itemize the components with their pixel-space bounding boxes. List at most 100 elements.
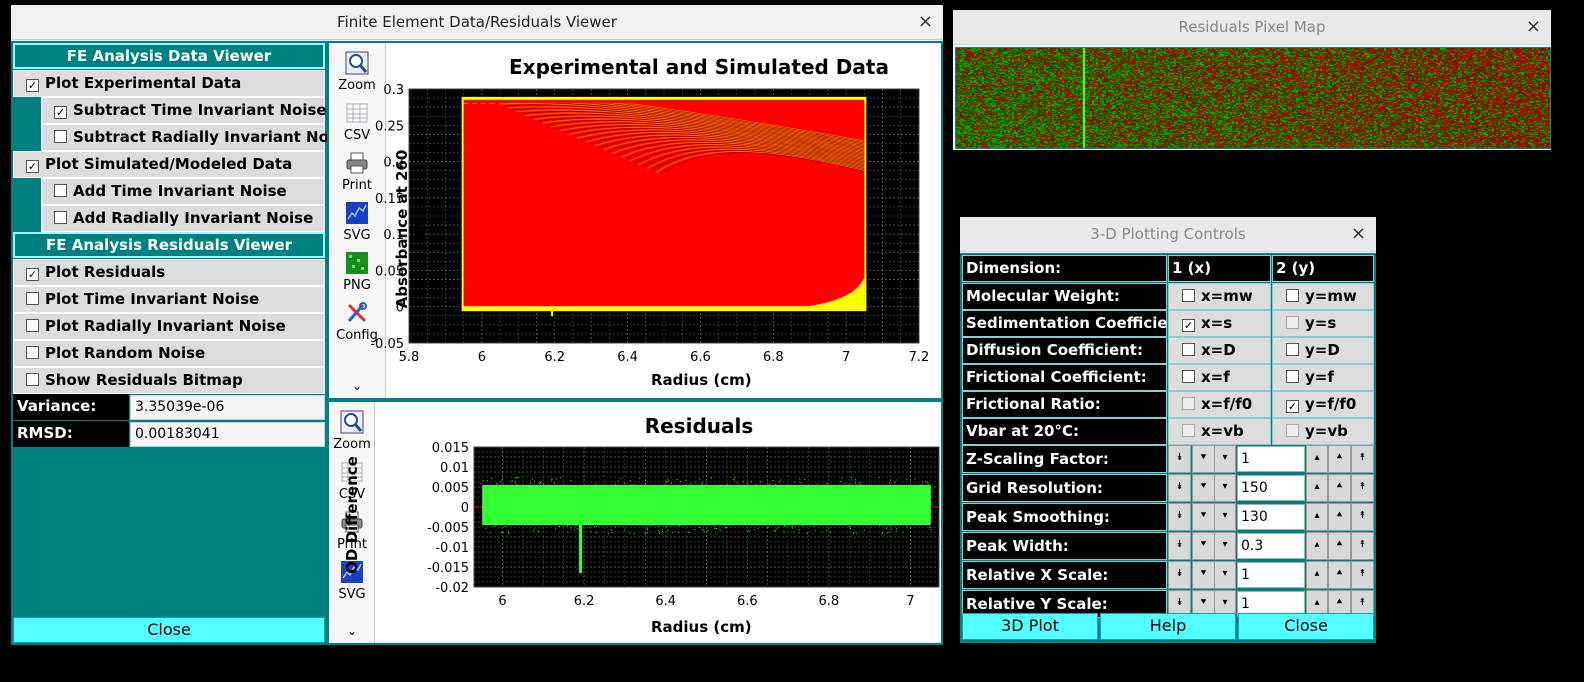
counter-fast-down-button[interactable]: ⯯: [1168, 474, 1191, 502]
svg-tool[interactable]: SVG: [332, 201, 382, 243]
config-tool[interactable]: Config: [332, 301, 382, 343]
counter-up-button[interactable]: ⯅: [1328, 503, 1351, 531]
checkbox[interactable]: [26, 373, 39, 386]
counter-value-input[interactable]: 1: [1237, 446, 1305, 472]
checkbox[interactable]: [26, 346, 39, 359]
checkbox[interactable]: ✓: [26, 160, 39, 173]
counter-up-small-button[interactable]: ▴: [1306, 532, 1328, 560]
data-option[interactable]: Subtract Radially Invariant Noise: [41, 124, 353, 151]
counter-fast-up-button[interactable]: ⯭: [1351, 474, 1374, 502]
checkbox[interactable]: [26, 292, 39, 305]
counter-up-small-button[interactable]: ▴: [1306, 503, 1328, 531]
checkbox[interactable]: ✓: [26, 79, 39, 92]
checkbox[interactable]: [26, 319, 39, 332]
counter-up-small-button[interactable]: ▴: [1306, 445, 1328, 473]
dimension-x-option[interactable]: x=mw: [1168, 283, 1271, 310]
counter-down-small-button[interactable]: ▾: [1214, 445, 1236, 473]
data-option[interactable]: Add Time Invariant Noise: [41, 178, 325, 205]
residual-option[interactable]: Plot Time Invariant Noise: [13, 286, 325, 313]
data-option[interactable]: ✓ Subtract Time Invariant Noise: [41, 97, 327, 124]
checkbox[interactable]: ✓: [1182, 319, 1195, 332]
counter-up-small-button[interactable]: ▴: [1306, 561, 1328, 589]
close-icon[interactable]: ×: [1350, 223, 1366, 244]
checkbox[interactable]: [1182, 289, 1195, 302]
counter-value-input[interactable]: 130: [1237, 504, 1305, 530]
counter-up-button[interactable]: ⯅: [1328, 532, 1351, 560]
data-plot[interactable]: 5.8 6 6.2 6.4 6.6 6.8 7 7.2 -0.05 0 0.05 0.1 0.15 0.2…: [329, 43, 941, 398]
residual-option[interactable]: Plot Random Noise: [13, 340, 325, 367]
counter-down-button[interactable]: ⯆: [1192, 561, 1215, 589]
checkbox[interactable]: [1286, 343, 1299, 356]
counter-fast-up-button[interactable]: ⯭: [1351, 561, 1374, 589]
pixel-map-titlebar[interactable]: Residuals Pixel Map ×: [953, 10, 1551, 45]
close-button[interactable]: Close: [13, 617, 325, 643]
fe-viewer-titlebar[interactable]: Finite Element Data/Residuals Viewer ×: [11, 5, 943, 40]
dimension-x-option[interactable]: ✓ x=s: [1168, 310, 1271, 337]
counter-up-button[interactable]: ⯅: [1328, 561, 1351, 589]
more-tools-icon[interactable]: ⌄: [346, 624, 358, 638]
data-option[interactable]: ✓ Plot Simulated/Modeled Data: [13, 151, 325, 178]
counter-fast-up-button[interactable]: ⯭: [1351, 590, 1374, 618]
counter-up-small-button[interactable]: ▴: [1306, 474, 1328, 502]
counter-fast-up-button[interactable]: ⯭: [1351, 445, 1374, 473]
counter-down-button[interactable]: ⯆: [1192, 503, 1215, 531]
close-icon[interactable]: ×: [917, 11, 933, 32]
counter-value-input[interactable]: 1: [1237, 562, 1305, 588]
counter-down-button[interactable]: ⯆: [1192, 474, 1215, 502]
counter-down-small-button[interactable]: ▾: [1214, 532, 1236, 560]
residual-option[interactable]: Show Residuals Bitmap: [13, 367, 325, 394]
counter-fast-down-button[interactable]: ⯯: [1168, 561, 1191, 589]
checkbox[interactable]: [1182, 370, 1195, 383]
counter-down-button[interactable]: ⯆: [1192, 532, 1215, 560]
close-icon[interactable]: ×: [1525, 16, 1541, 37]
checkbox[interactable]: [1182, 343, 1195, 356]
plot-controls-titlebar[interactable]: 3-D Plotting Controls ×: [960, 217, 1376, 252]
counter-fast-up-button[interactable]: ⯭: [1351, 532, 1374, 560]
checkbox[interactable]: [54, 184, 67, 197]
counter-value-input[interactable]: 150: [1237, 475, 1305, 501]
dimension-y-option[interactable]: ✓ y=f/f0: [1272, 391, 1374, 418]
residual-option[interactable]: ✓ Plot Residuals: [13, 259, 325, 286]
counter-value-input[interactable]: 0.3: [1237, 533, 1305, 559]
more-tools-icon[interactable]: ⌄: [351, 379, 363, 393]
csv-tool[interactable]: CSV: [327, 460, 377, 502]
3d-plot-button[interactable]: 3D Plot: [962, 613, 1098, 640]
print-tool[interactable]: Print: [332, 151, 382, 193]
checkbox[interactable]: [54, 211, 67, 224]
csv-tool[interactable]: CSV: [332, 101, 382, 143]
counter-fast-down-button[interactable]: ⯯: [1168, 503, 1191, 531]
controls-close-button[interactable]: Close: [1238, 613, 1374, 640]
counter-down-small-button[interactable]: ▾: [1214, 503, 1236, 531]
data-option[interactable]: Add Radially Invariant Noise: [41, 205, 325, 232]
residuals-plot[interactable]: 6 6.2 6.4 6.6 6.8 7 -0.02 -0.015 -0.01 -0.005 0 0.0…: [329, 402, 941, 643]
checkbox[interactable]: ✓: [1286, 400, 1299, 413]
counter-fast-down-button[interactable]: ⯯: [1168, 590, 1191, 618]
counter-value-input[interactable]: 1: [1237, 591, 1305, 617]
counter-up-button[interactable]: ⯅: [1328, 474, 1351, 502]
zoom-tool[interactable]: Zoom: [327, 410, 377, 452]
checkbox[interactable]: [1286, 370, 1299, 383]
png-tool[interactable]: PNG: [332, 251, 382, 293]
checkbox[interactable]: [54, 130, 67, 143]
counter-down-small-button[interactable]: ▾: [1214, 561, 1236, 589]
dimension-y-option[interactable]: y=mw: [1272, 283, 1374, 310]
dimension-y-option[interactable]: y=f: [1272, 364, 1374, 391]
data-option[interactable]: ✓ Plot Experimental Data: [13, 70, 325, 97]
residual-option[interactable]: Plot Radially Invariant Noise: [13, 313, 325, 340]
checkbox[interactable]: ✓: [54, 106, 67, 119]
dimension-x-option[interactable]: x=f: [1168, 364, 1271, 391]
checkbox[interactable]: [1286, 289, 1299, 302]
checkbox[interactable]: ✓: [26, 268, 39, 281]
counter-fast-up-button[interactable]: ⯭: [1351, 503, 1374, 531]
dimension-y-option[interactable]: y=D: [1272, 337, 1374, 364]
counter-fast-down-button[interactable]: ⯯: [1168, 532, 1191, 560]
counter-fast-down-button[interactable]: ⯯: [1168, 445, 1191, 473]
dimension-x-option[interactable]: x=D: [1168, 337, 1271, 364]
counter-down-button[interactable]: ⯆: [1192, 445, 1215, 473]
counter-down-small-button[interactable]: ▾: [1214, 474, 1236, 502]
zoom-tool[interactable]: Zoom: [332, 51, 382, 93]
counter-up-button[interactable]: ⯅: [1328, 445, 1351, 473]
help-button[interactable]: Help: [1100, 613, 1236, 640]
svg-tool[interactable]: SVG: [327, 560, 377, 602]
print-tool[interactable]: Print: [327, 510, 377, 552]
